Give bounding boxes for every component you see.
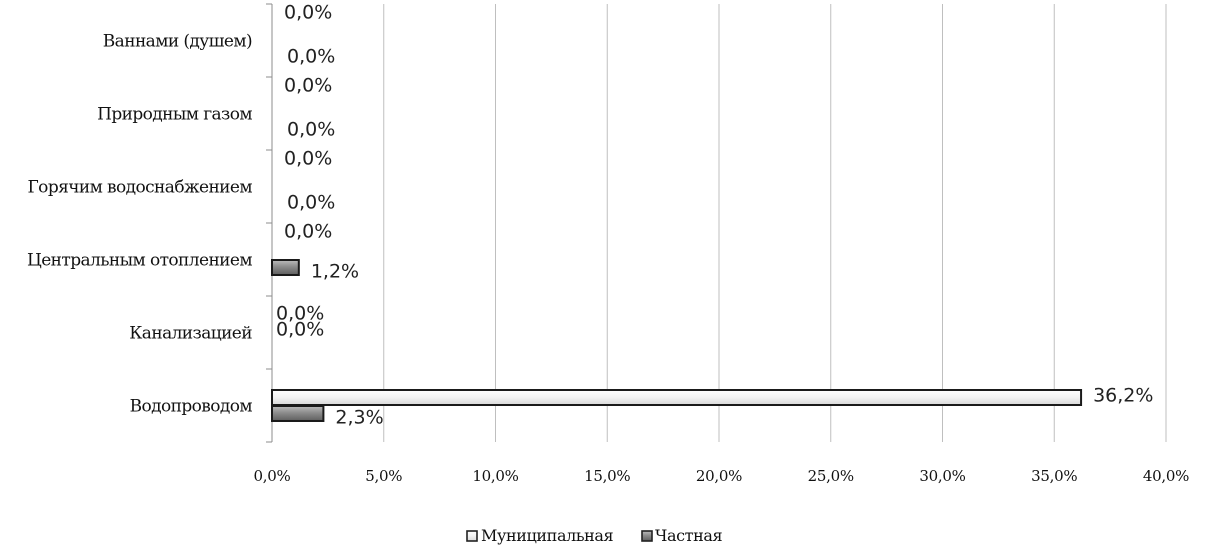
legend-swatch-municipal (466, 530, 478, 542)
category-label: Водопроводом (130, 397, 253, 417)
data-label: 1,2% (311, 261, 359, 283)
gridlines (383, 4, 1167, 442)
data-label: 0,0% (287, 192, 335, 214)
data-label: 0,0% (284, 148, 332, 170)
bar-private (271, 405, 325, 422)
data-label: 0,0% (284, 221, 332, 243)
data-label: 0,0% (276, 303, 324, 325)
y-axis (266, 3, 273, 443)
x-tick-label: 40,0% (1143, 467, 1189, 485)
data-label: 0,0% (287, 46, 335, 68)
x-tick-label: 35,0% (1031, 467, 1077, 485)
x-tick-label: 0,0% (254, 467, 291, 485)
bar-municipal (271, 389, 1083, 406)
legend: Муниципальная Частная (466, 526, 723, 545)
x-axis-tick-labels: 0,0% 5,0% 10,0% 15,0% 20,0% 25,0% 30,0% 35,0% 40… (254, 467, 1190, 485)
bars (271, 259, 1083, 422)
x-tick-label: 15,0% (584, 467, 630, 485)
data-label: 0,0% (284, 2, 332, 24)
legend-swatch-private (641, 530, 653, 542)
category-label: Горячим водоснабжением (28, 178, 253, 198)
data-labels: 36,2%2,3%0,0%0,0%0,0%1,2%0,0%0,0%0,0%0,0… (276, 2, 1153, 429)
category-label: Ваннами (душем) (103, 32, 252, 52)
legend-label-municipal: Муниципальная (481, 526, 614, 545)
data-label: 0,0% (284, 75, 332, 97)
data-label: 0,0% (287, 119, 335, 141)
bar-private (271, 259, 300, 276)
x-tick-label: 20,0% (696, 467, 742, 485)
category-labels: Водопроводом Канализацией Центральным отоп… (27, 32, 253, 417)
category-label: Центральным отоплением (27, 251, 252, 271)
legend-label-private: Частная (655, 526, 723, 545)
x-tick-label: 25,0% (808, 467, 854, 485)
x-tick-label: 10,0% (472, 467, 518, 485)
data-label: 2,3% (335, 407, 383, 429)
category-label: Природным газом (97, 105, 252, 125)
x-tick-label: 5,0% (365, 467, 402, 485)
x-tick-label: 30,0% (919, 467, 965, 485)
data-label: 0,0% (276, 319, 324, 341)
data-label: 36,2% (1093, 385, 1153, 407)
category-label: Канализацией (129, 324, 252, 344)
